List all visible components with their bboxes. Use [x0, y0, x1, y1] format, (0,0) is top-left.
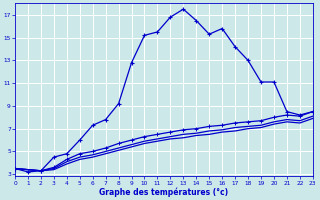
X-axis label: Graphe des températures (°c): Graphe des températures (°c): [99, 187, 228, 197]
